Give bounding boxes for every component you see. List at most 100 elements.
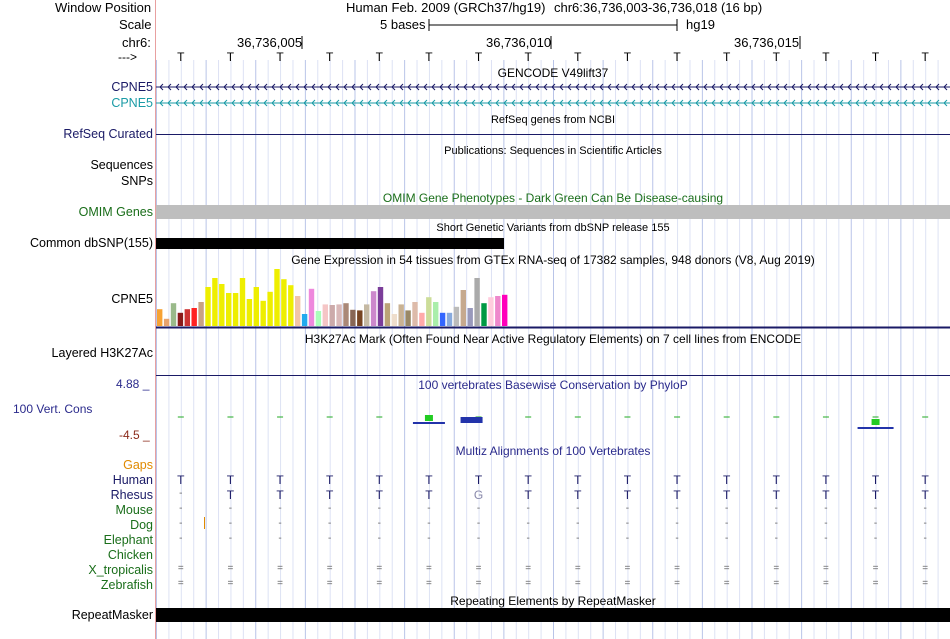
gencode-strand-chevron: [583, 99, 588, 107]
gtex-tissue-bar: [502, 294, 508, 326]
multiz-alignment-base: =: [227, 578, 234, 589]
multiz-alignment-base: -: [824, 533, 828, 544]
gencode-strand-chevron: [719, 99, 724, 107]
repeatmasker-label[interactable]: RepeatMasker: [71, 608, 153, 622]
publications-snps-label[interactable]: SNPs: [121, 174, 153, 188]
gencode-row-2-label[interactable]: CPNE5: [111, 96, 153, 110]
gencode-strand-chevron: [791, 83, 796, 91]
gencode-strand-chevron: [807, 83, 812, 91]
multiz-alignment-base: T: [326, 473, 334, 487]
multiz-alignment-base: T: [375, 488, 383, 502]
gencode-strand-chevron: [919, 99, 924, 107]
gencode-strand-chevron: [623, 99, 628, 107]
multiz-alignment-base: =: [823, 563, 829, 574]
position-label[interactable]: chr6:36,736,003-36,736,018 (16 bp): [554, 0, 763, 15]
gtex-label[interactable]: CPNE5: [111, 292, 153, 306]
phylop-negative-block: [857, 427, 894, 429]
gencode-strand-chevron: [487, 99, 492, 107]
gencode-strand-chevron: [743, 99, 748, 107]
gencode-strand-chevron: [927, 83, 932, 91]
refseq-title[interactable]: RefSeq genes from NCBI: [490, 114, 616, 126]
multiz-species-label[interactable]: Dog: [130, 518, 153, 532]
h3k27ac-label[interactable]: Layered H3K27Ac: [51, 346, 153, 360]
assembly-label[interactable]: Human Feb. 2009 (GRCh37/hg19): [346, 0, 546, 15]
gencode-strand-chevron: [543, 83, 548, 91]
repeatmasker-feature-bar[interactable]: [156, 608, 950, 622]
h3k27ac-baseline: [156, 375, 950, 376]
gencode-strand-chevron: [239, 99, 244, 107]
multiz-species-label[interactable]: Zebrafish: [100, 578, 153, 592]
dbsnp-title[interactable]: Short Genetic Variants from dbSNP releas…: [436, 222, 670, 234]
gencode-strand-chevron: [487, 83, 492, 91]
gtex-tissue-bar: [301, 314, 308, 326]
gencode-strand-chevron: [655, 83, 660, 91]
multiz-alignment-base: -: [824, 518, 828, 529]
gencode-strand-chevron: [183, 99, 188, 107]
gencode-strand-chevron: [567, 83, 572, 91]
multiz-species-label[interactable]: Chicken: [107, 548, 153, 562]
refseq-label[interactable]: RefSeq Curated: [63, 127, 153, 141]
gencode-strand-chevron: [559, 83, 564, 91]
multiz-alignment-base: =: [674, 563, 680, 574]
gtex-bar-chart[interactable]: [156, 266, 950, 329]
multiz-species-label[interactable]: Mouse: [115, 503, 153, 517]
gencode-title[interactable]: GENCODE V49lift37: [497, 66, 609, 80]
gencode-strand-chevron: [431, 99, 436, 107]
gencode-strand-chevron: [759, 99, 764, 107]
multiz-alignment-base: T: [326, 488, 334, 502]
h3k27ac-title[interactable]: H3K27Ac Mark (Often Found Near Active Re…: [304, 332, 802, 346]
dbsnp-label[interactable]: Common dbSNP(155): [30, 236, 153, 250]
gencode-strand-chevron: [231, 99, 236, 107]
omim-label[interactable]: OMIM Genes: [78, 205, 153, 219]
gencode-row-1-label[interactable]: CPNE5: [111, 80, 153, 94]
gtex-tissue-bar: [488, 297, 494, 326]
multiz-species-label[interactable]: Rhesus: [110, 488, 153, 502]
multiz-species-label[interactable]: Human: [112, 473, 153, 487]
phylop-label[interactable]: 100 Vert. Cons: [13, 402, 93, 416]
gencode-strand-chevron: [287, 83, 292, 91]
omim-title[interactable]: OMIM Gene Phenotypes - Dark Green Can Be…: [382, 191, 724, 205]
gencode-strand-chevron: [751, 99, 756, 107]
gencode-strand-chevron: [343, 83, 348, 91]
gencode-strand-chevron: [903, 99, 908, 107]
refseq-gene-line[interactable]: [156, 134, 950, 135]
gencode-strand-chevron: [855, 83, 860, 91]
gtex-tissue-bar: [163, 318, 170, 326]
multiz-alignment-base: -: [228, 518, 233, 529]
scale-db: hg19: [686, 17, 715, 32]
gencode-strand-chevron: [343, 99, 348, 107]
multiz-gaps-label[interactable]: Gaps: [123, 458, 153, 472]
multiz-alignment-base: -: [228, 533, 233, 544]
omim-feature-bar[interactable]: [156, 205, 950, 219]
repeatmasker-title[interactable]: Repeating Elements by RepeatMasker: [450, 594, 656, 608]
gtex-tissue-bar: [336, 304, 342, 326]
phylop-signal[interactable]: [156, 410, 950, 434]
gencode-strand-chevron: [167, 83, 172, 91]
phylop-positive-block: [871, 419, 880, 425]
phylop-title[interactable]: 100 vertebrates Basewise Conservation by…: [418, 378, 688, 392]
gencode-strand-chevron: [911, 83, 916, 91]
multiz-alignment-base: T: [623, 488, 632, 502]
gtex-tissue-bar: [377, 287, 384, 326]
gencode-gene-lines[interactable]: [156, 80, 950, 110]
multiz-alignment-base: -: [774, 518, 778, 529]
multiz-alignment-base: T: [474, 473, 483, 487]
gtex-tissue-bar: [281, 279, 287, 326]
publications-sequences-label[interactable]: Sequences: [90, 158, 153, 172]
dbsnp-feature-bar[interactable]: [156, 238, 504, 249]
gencode-strand-chevron: [831, 83, 836, 91]
multiz-alignment-base: -: [179, 503, 183, 514]
multiz-species-label[interactable]: Elephant: [103, 533, 153, 547]
multiz-alignment-base: T: [921, 488, 929, 502]
multiz-alignment-base: -: [427, 518, 431, 529]
gencode-strand-chevron: [327, 83, 332, 91]
publications-title[interactable]: Publications: Sequences in Scientific Ar…: [444, 145, 662, 157]
multiz-species-label[interactable]: X_tropicalis: [88, 563, 153, 577]
gtex-tissue-bar: [370, 291, 377, 326]
multiz-title[interactable]: Multiz Alignments of 100 Vertebrates: [455, 444, 651, 458]
gencode-strand-chevron: [407, 83, 412, 91]
gencode-strand-chevron: [767, 99, 772, 107]
gtex-title[interactable]: Gene Expression in 54 tissues from GTEx …: [291, 253, 815, 267]
gencode-strand-chevron: [495, 83, 500, 91]
gtex-tissue-bar: [260, 300, 266, 326]
